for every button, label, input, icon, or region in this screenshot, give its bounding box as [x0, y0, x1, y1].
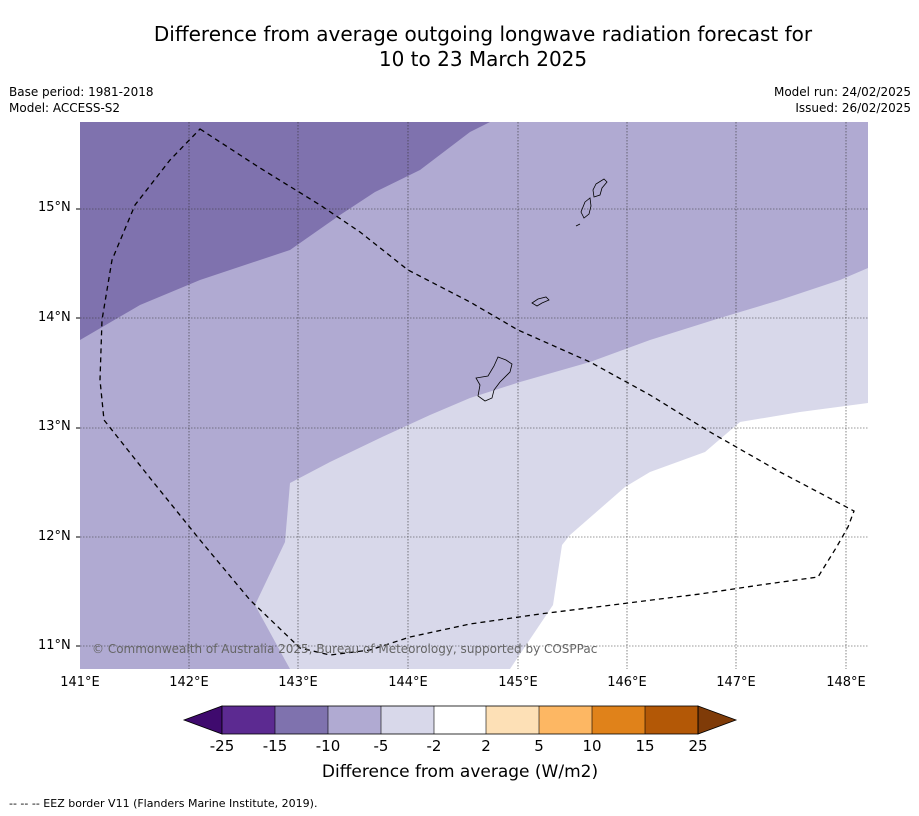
colorbar-segment	[645, 706, 698, 734]
lat-label-13n: 13°N	[38, 419, 71, 434]
colorbar-segment	[539, 706, 592, 734]
colorbar-segment	[381, 706, 434, 734]
colorbar-segment	[222, 706, 275, 734]
lon-label-147e: 147°E	[716, 675, 756, 690]
lon-label-143e: 143°E	[278, 675, 318, 690]
islands	[475, 178, 608, 402]
colorbar-segment	[434, 706, 486, 734]
colorbar-tick: 5	[534, 737, 544, 755]
issued-date: Issued: 26/02/2025	[795, 101, 911, 115]
tinian-island	[580, 197, 592, 219]
guam-island	[475, 356, 513, 402]
saipan-island	[592, 178, 608, 198]
model-name: Model: ACCESS-S2	[9, 101, 121, 115]
colorbar-tick: -10	[315, 737, 341, 755]
axis-ticks	[76, 208, 80, 647]
aguijan-island	[575, 223, 581, 227]
colorbar-tick: 10	[582, 737, 602, 755]
lon-label-141e: 141°E	[60, 675, 100, 690]
lon-label-142e: 142°E	[169, 675, 209, 690]
eez-border	[99, 128, 855, 656]
colorbar-segment	[275, 706, 328, 734]
colorbar-segment	[328, 706, 381, 734]
lat-label-11n: 11°N	[38, 638, 71, 653]
lon-label-148e: 148°E	[826, 675, 866, 690]
map-title-line2: 10 to 23 March 2025	[378, 47, 588, 71]
colorbar-segment	[592, 706, 645, 734]
meta-left: Base period: 1981-2018 Model: ACCESS-S2	[9, 84, 154, 116]
lat-label-14n: 14°N	[38, 310, 71, 325]
lon-label-146e: 146°E	[607, 675, 647, 690]
colorbar-label: Difference from average (W/m2)	[321, 762, 599, 782]
colorbar-tick: -2	[426, 737, 442, 755]
colorbar-extend-low	[182, 705, 223, 735]
colorbar-extend-high	[697, 705, 738, 735]
meta-right: Model run: 24/02/2025 Issued: 26/02/2025	[774, 84, 911, 116]
anomaly-band-minus10	[80, 122, 490, 340]
colorbar-tick: 25	[688, 737, 708, 755]
eez-footnote: -- -- -- EEZ border V11 (Flanders Marine…	[9, 797, 318, 810]
colorbar-segment	[486, 706, 539, 734]
map-plot-area: © Commonwealth of Australia 2025, Bureau…	[80, 122, 868, 669]
map-title-line1: Difference from average outgoing longwav…	[153, 22, 813, 46]
colorbar-tick: 15	[635, 737, 655, 755]
anomaly-band-near-zero	[510, 403, 868, 669]
rota-island	[531, 296, 550, 307]
lat-label-15n: 15°N	[38, 200, 71, 215]
colorbar-tick: 2	[481, 737, 491, 755]
lon-label-145e: 145°E	[498, 675, 538, 690]
lat-label-12n: 12°N	[38, 529, 71, 544]
base-period: Base period: 1981-2018	[9, 85, 154, 99]
map-title: Difference from average outgoing longwav…	[60, 22, 906, 72]
colorbar-tick: -25	[209, 737, 235, 755]
graticule	[80, 122, 868, 669]
colorbar	[182, 705, 738, 735]
model-run: Model run: 24/02/2025	[773, 85, 911, 99]
colorbar-tick: -5	[373, 737, 389, 755]
colorbar-tick: -15	[262, 737, 288, 755]
lon-label-144e: 144°E	[388, 675, 428, 690]
copyright-text: © Commonwealth of Australia 2025, Bureau…	[92, 642, 597, 656]
